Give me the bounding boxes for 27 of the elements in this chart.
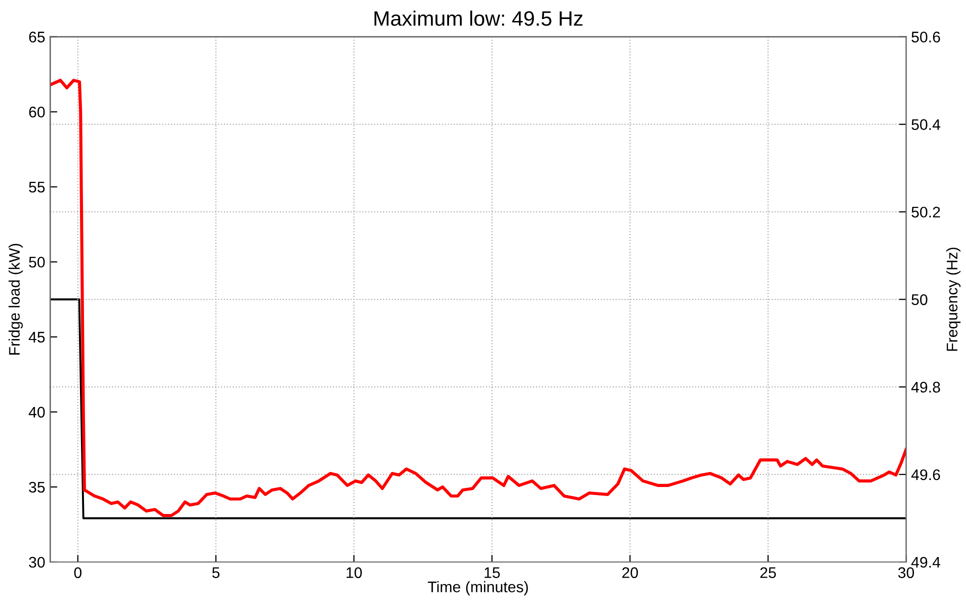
- y-tick-label: 30: [28, 556, 45, 568]
- x-axis-title: Time (minutes): [428, 581, 528, 596]
- line-series: [50, 78, 906, 518]
- x-tick-label: 5: [212, 567, 220, 578]
- x-tick-label: 15: [484, 567, 500, 578]
- x-tick-label: 20: [622, 567, 638, 578]
- y-tick-label: 40: [28, 406, 45, 418]
- x-tick-label: 25: [760, 567, 776, 578]
- y2-tick-label: 50.2: [912, 206, 940, 218]
- y-tick-label: 65: [29, 32, 45, 42]
- y2-tick-label: 50: [912, 294, 928, 306]
- y-tick-label: 60: [29, 106, 45, 118]
- y-tick-label: 50: [28, 256, 45, 268]
- y2-axis-title: Frequency (Hz): [946, 248, 960, 351]
- y2-tick-label: 49.6: [911, 469, 940, 480]
- y-tick-label: 35: [28, 482, 45, 493]
- chart-title: Maximum low: 49.5 Hz: [374, 10, 582, 26]
- x-tick-label: 10: [346, 567, 362, 578]
- y-tick-label: 45: [28, 332, 45, 343]
- x-tick-label: 0: [74, 567, 82, 578]
- y2-tick-label: 50.6: [912, 32, 940, 42]
- y2-tick-label: 49.4: [911, 556, 940, 568]
- x-tick-label: 30: [898, 567, 914, 578]
- y2-tick-label: 49.8: [911, 382, 940, 393]
- y2-tick-label: 50.4: [912, 119, 940, 130]
- y-tick-label: 55: [28, 182, 45, 193]
- y-axis-title: Fridge load (kW): [8, 244, 23, 355]
